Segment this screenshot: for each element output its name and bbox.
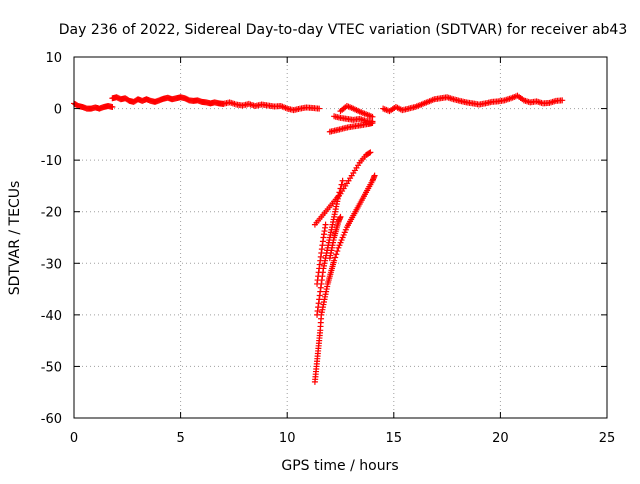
series-arc-1: [71, 100, 116, 112]
y-tick-label: -50: [41, 360, 62, 375]
y-tick-label: -10: [41, 154, 62, 169]
data-point: [559, 97, 566, 104]
data-point: [322, 221, 329, 228]
x-tick-label: 10: [279, 431, 296, 446]
data-point: [371, 172, 378, 179]
data-point: [333, 251, 340, 258]
data-point: [335, 193, 342, 200]
series-arc-6: [326, 120, 376, 135]
x-tick-label: 25: [599, 431, 616, 446]
data-point: [337, 213, 344, 220]
y-axis-label: SDTVAR / TECUs: [7, 181, 23, 296]
data-point: [339, 177, 346, 184]
x-tick-label: 0: [70, 431, 78, 446]
grid-lines: [74, 57, 607, 418]
data-point: [369, 120, 376, 127]
x-tick-label: 5: [176, 431, 184, 446]
series-arc-11: [314, 221, 329, 287]
series-arc-2: [109, 94, 227, 107]
data-point: [334, 248, 341, 255]
data-point: [316, 105, 323, 112]
plot-frame: [73, 56, 608, 419]
data-point: [332, 254, 339, 261]
y-tick-label: -30: [41, 257, 62, 272]
data-point: [337, 185, 344, 192]
y-tick-label: -20: [41, 206, 62, 221]
x-axis-label: GPS time / hours: [281, 458, 398, 474]
data-points: [71, 92, 566, 385]
data-point: [338, 181, 345, 188]
y-tick-label: -60: [41, 412, 62, 427]
series-arc-3: [220, 99, 323, 114]
x-tick-label: 20: [492, 431, 509, 446]
x-tick-label: 15: [386, 431, 403, 446]
y-tick-label: 0: [54, 103, 62, 118]
series-arc-12: [326, 213, 344, 262]
y-tick-label: -40: [41, 309, 62, 324]
data-point: [331, 257, 338, 264]
data-point: [336, 189, 343, 196]
series-arc-4: [337, 102, 376, 120]
chart-title: Day 236 of 2022, Sidereal Day-to-day VTE…: [59, 22, 628, 38]
series-arc-7: [380, 92, 566, 115]
data-point: [366, 150, 373, 157]
y-tick-label: 10: [45, 51, 62, 66]
series-arc-10: [311, 172, 378, 385]
data-point: [367, 149, 374, 156]
axis-ticks: 0 5 10 15 20 25 10 0 -10 -20 -30 -40 -50 -60: [41, 51, 616, 446]
data-point: [109, 104, 116, 111]
